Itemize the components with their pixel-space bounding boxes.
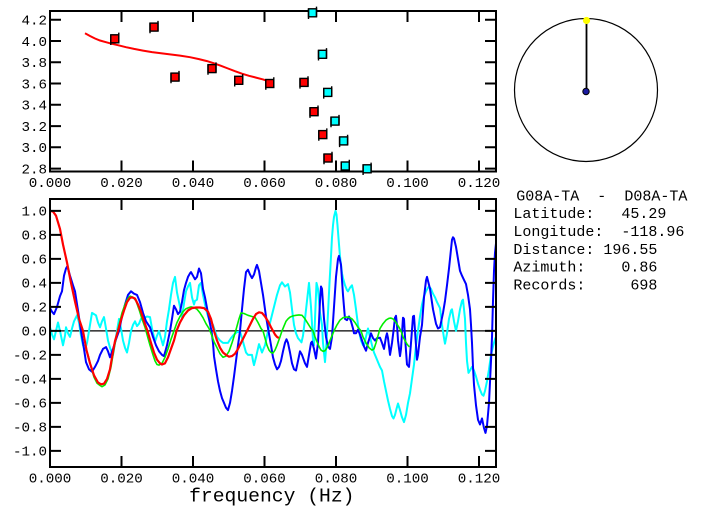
svg-text:3.0: 3.0: [21, 141, 47, 157]
svg-text:0.120: 0.120: [458, 176, 501, 192]
svg-text:Latitude: 45.29: Latitude: 45.29: [513, 206, 666, 223]
svg-text:0.080: 0.080: [315, 176, 358, 192]
svg-text:-0.4: -0.4: [13, 373, 47, 389]
svg-text:Records: 698: Records: 698: [513, 277, 657, 294]
svg-text:2.8: 2.8: [21, 162, 47, 178]
svg-text:Azimuth: 0.86: Azimuth: 0.86: [513, 260, 657, 277]
svg-text:-0.2: -0.2: [13, 349, 47, 365]
svg-text:Longitude: -118.96: Longitude: -118.96: [513, 224, 684, 241]
svg-text:0.8: 0.8: [21, 229, 47, 245]
svg-text:1.0: 1.0: [21, 205, 47, 221]
svg-text:0.060: 0.060: [243, 176, 286, 192]
svg-text:4.2: 4.2: [21, 14, 47, 30]
svg-text:G08A-TA - D08A-TA: G08A-TA - D08A-TA: [516, 188, 687, 205]
svg-text:0.040: 0.040: [172, 471, 215, 487]
svg-text:0.6: 0.6: [21, 253, 47, 269]
svg-text:3.6: 3.6: [21, 77, 47, 93]
svg-text:-0.6: -0.6: [13, 397, 47, 413]
svg-text:0.080: 0.080: [315, 471, 358, 487]
svg-text:frequency (Hz): frequency (Hz): [189, 485, 354, 507]
svg-text:4.0: 4.0: [21, 35, 47, 51]
svg-text:3.2: 3.2: [21, 120, 47, 136]
svg-text:0.4: 0.4: [21, 277, 47, 293]
svg-text:0.040: 0.040: [172, 176, 215, 192]
svg-text:0.100: 0.100: [386, 176, 429, 192]
svg-text:-1.0: -1.0: [13, 445, 47, 461]
svg-text:Distance: 196.55: Distance: 196.55: [513, 242, 657, 259]
svg-text:0.120: 0.120: [458, 471, 501, 487]
svg-text:-0.8: -0.8: [13, 421, 47, 437]
svg-text:3.4: 3.4: [21, 99, 47, 115]
svg-text:0.2: 0.2: [21, 301, 47, 317]
svg-text:0.100: 0.100: [386, 471, 429, 487]
svg-text:0.060: 0.060: [243, 471, 286, 487]
svg-text:0.000: 0.000: [29, 471, 72, 487]
svg-text:3.8: 3.8: [21, 56, 47, 72]
svg-text:0.020: 0.020: [100, 176, 143, 192]
svg-text:0.000: 0.000: [29, 176, 72, 192]
svg-text:0.020: 0.020: [100, 471, 143, 487]
svg-text:0.0: 0.0: [21, 325, 47, 341]
